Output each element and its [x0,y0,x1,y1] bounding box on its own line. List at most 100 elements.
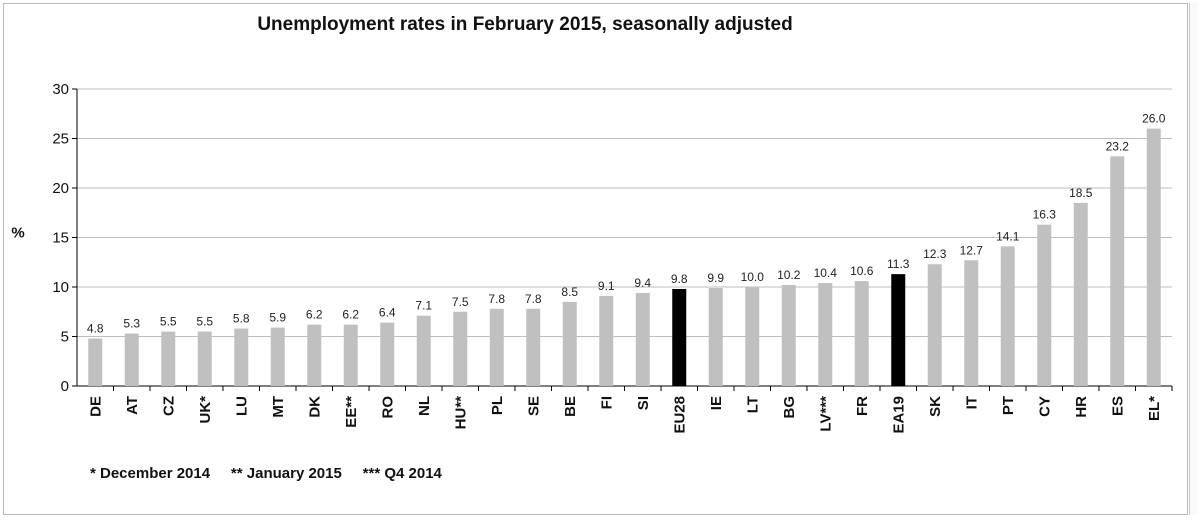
bar-value-label: 6.2 [306,308,323,322]
y-tick-label: 25 [52,131,69,148]
y-tick-label: 15 [52,230,69,247]
y-tick-label: 0 [61,378,69,395]
bar-se [526,308,541,386]
bar-value-label: 12.7 [960,243,984,257]
x-tick-label: UK* [197,396,214,424]
bar-value-label: 5.3 [123,317,140,331]
bar-value-label: 5.5 [160,315,177,329]
bar-value-label: 18.5 [1069,186,1093,200]
y-tick-label: 20 [52,180,69,197]
bar-value-label: 10.0 [741,270,765,284]
bar-hr [1073,202,1088,386]
x-tick-label: AT [124,396,141,415]
x-tick-label: FI [598,396,615,409]
bar-value-label: 8.5 [561,285,578,299]
bar-value-label: 5.5 [196,315,213,329]
bar-value-label: 26.0 [1142,112,1166,126]
bar-mt [270,327,285,386]
x-tick-label: SE [525,396,542,416]
bar-nl [416,315,431,386]
bar-dk [307,324,322,386]
bar-value-label: 6.2 [342,308,359,322]
x-tick-label: NL [416,396,433,416]
bar-de [88,338,103,386]
bar-lt [745,287,760,386]
x-tick-label: EE** [343,396,360,428]
bar-at [124,333,139,386]
x-tick-label: HU** [452,396,469,430]
bar-fr [854,281,869,386]
x-tick-label: CZ [160,396,177,416]
x-tick-label: RO [379,396,396,419]
bar-value-label: 6.4 [379,306,396,320]
bar-value-label: 7.1 [415,299,432,313]
bar-sk [927,264,942,386]
x-tick-label: DE [87,396,104,417]
x-tick-label: CY [1036,396,1053,417]
bar-value-label: 4.8 [87,321,104,335]
bar-es [1110,156,1125,386]
bar-value-label: 10.2 [777,268,801,282]
bar-value-label: 7.5 [452,295,469,309]
bar-ie [708,287,723,386]
x-tick-label: LT [744,396,761,413]
bar-value-label: 5.9 [269,311,286,325]
bar-bg [781,285,796,386]
bar-value-label: 10.6 [850,264,874,278]
bar-pl [489,308,504,386]
bar-ro [380,322,395,386]
x-tick-label: HR [1073,396,1090,418]
x-tick-label: PT [1000,396,1017,415]
x-tick-label: FR [854,396,871,416]
bar-value-label: 5.8 [233,312,250,326]
bar-uk [197,331,212,386]
bar-el [1146,128,1161,386]
y-tick-label: 10 [52,279,69,296]
bar-value-label: 12.3 [923,247,947,261]
bar-value-label: 9.1 [598,279,615,293]
x-tick-label: MT [270,396,287,418]
bar-lv [818,283,833,386]
bar-value-label: 9.9 [707,271,724,285]
bar-eu28 [672,288,687,386]
bar-lu [234,328,249,386]
x-tick-label: BE [562,396,579,417]
x-tick-label: LU [233,396,250,416]
bar-value-label: 9.8 [671,272,688,286]
x-tick-label: EA19 [890,396,907,434]
x-tick-label: EU28 [671,396,688,434]
x-tick-label: SK [927,396,944,417]
bar-value-label: 7.8 [488,292,505,306]
y-tick-label: 5 [61,329,69,346]
bar-it [964,260,979,386]
bar-value-label: 16.3 [1033,208,1057,222]
bar-value-label: 9.4 [634,276,651,290]
x-tick-label: IE [708,396,725,410]
x-tick-label: BG [781,396,798,419]
bar-fi [599,295,614,386]
chart-frame [3,3,1188,515]
x-tick-label: SI [635,396,652,410]
y-tick-label: 30 [52,81,69,98]
bar-value-label: 14.1 [996,229,1020,243]
bar-ea19 [891,274,906,386]
bar-value-label: 23.2 [1106,139,1130,153]
bar-ee [343,324,358,386]
bar-cz [161,331,176,386]
bar-cy [1037,224,1052,386]
bar-pt [1000,246,1015,386]
x-tick-label: LV*** [817,396,834,432]
bar-be [562,301,577,386]
x-tick-label: IT [963,396,980,409]
x-tick-label: EL* [1146,396,1163,421]
x-tick-label: ES [1109,396,1126,416]
y-axis-label: % [11,225,24,242]
x-tick-label: DK [306,396,323,418]
bar-value-label: 7.8 [525,292,542,306]
bar-hu [453,311,468,386]
footnote: * December 2014 ** January 2015 *** Q4 2… [90,465,442,482]
bar-value-label: 10.4 [814,266,838,280]
scrollbar-edge[interactable] [1189,3,1197,515]
x-tick-label: PL [489,396,506,415]
